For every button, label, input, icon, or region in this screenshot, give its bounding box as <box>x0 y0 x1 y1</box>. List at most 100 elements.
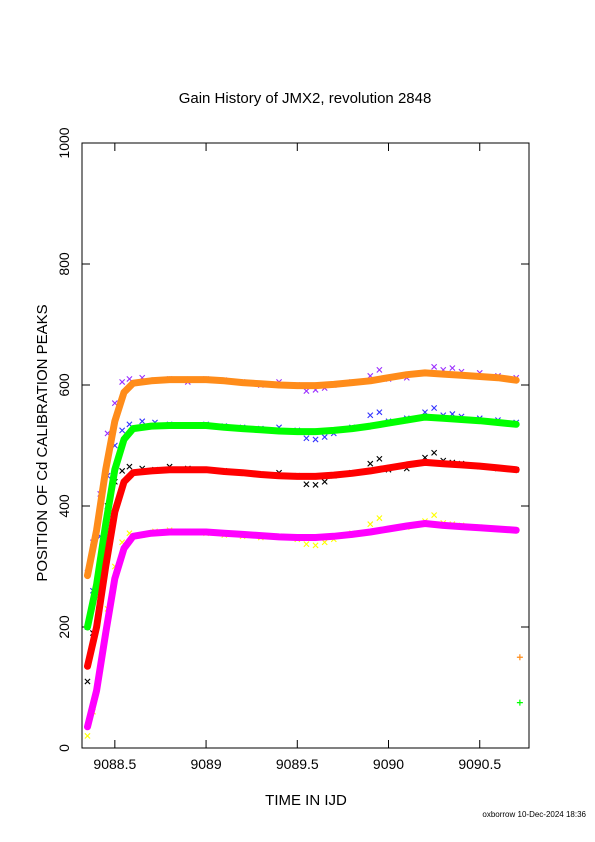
fit-point <box>202 422 210 429</box>
fit-point <box>129 379 137 387</box>
fit-point <box>330 381 337 388</box>
fit-point <box>221 530 228 537</box>
fit-point <box>494 419 502 426</box>
fit-point <box>93 581 100 588</box>
fit-point <box>513 376 520 384</box>
fit-point <box>513 466 520 473</box>
fit-point <box>494 374 502 381</box>
fit-point <box>166 422 173 429</box>
y-tick-label: 1000 <box>56 127 72 158</box>
fit-point <box>257 471 264 478</box>
fit-point <box>513 421 520 428</box>
fit-point <box>111 575 119 582</box>
fit-point <box>348 425 356 432</box>
data-point <box>321 539 328 546</box>
fit-point <box>184 528 192 536</box>
fit-point <box>440 415 447 422</box>
data-point <box>431 512 438 519</box>
fit-point <box>184 466 192 473</box>
fit-point <box>148 467 155 475</box>
data-point <box>376 515 383 522</box>
data-point <box>431 363 438 370</box>
fit-point <box>367 377 374 384</box>
fit-point <box>330 533 337 540</box>
fit-point <box>385 419 392 427</box>
data-point <box>84 732 91 739</box>
fit-point <box>476 462 483 470</box>
fit-point <box>84 723 91 731</box>
data-point <box>303 388 310 395</box>
fit-point <box>166 376 173 383</box>
fit-point <box>148 530 155 537</box>
fit-point <box>120 545 128 552</box>
fit-point <box>84 623 91 631</box>
data-point <box>119 427 126 434</box>
plot-frame <box>81 142 530 749</box>
fit-point <box>494 525 502 533</box>
fit-point <box>102 629 109 637</box>
data-point <box>126 463 133 470</box>
data-point <box>449 365 456 372</box>
fit-point <box>184 376 192 383</box>
fit-point <box>184 422 192 429</box>
fit-point <box>421 459 429 466</box>
fit-point <box>458 416 465 423</box>
data-point <box>119 467 126 474</box>
fit-point <box>330 471 337 479</box>
x-axis-label: TIME IN IJD <box>265 792 347 809</box>
fit-point <box>84 663 91 670</box>
fit-point <box>221 377 228 384</box>
fit-point <box>120 478 128 485</box>
fit-point <box>166 466 173 473</box>
footer-stamp: oxborrow 10-Dec-2024 18:36 <box>482 810 586 819</box>
data-point <box>303 481 310 488</box>
fit-point <box>403 461 410 469</box>
fit-point <box>458 372 465 379</box>
fit-point <box>367 528 374 536</box>
y-tick-label: 0 <box>56 744 72 752</box>
x-tick-label: 9088.5 <box>93 756 136 772</box>
data-point <box>367 521 374 528</box>
fit-point <box>403 371 410 378</box>
fit-point <box>275 472 283 479</box>
fit-point <box>403 522 410 530</box>
fit-point <box>294 382 301 389</box>
fit-point <box>312 534 319 541</box>
fit-point <box>93 527 100 534</box>
fit-point <box>221 424 228 431</box>
fit-point <box>111 508 119 516</box>
x-tick-label: 9090 <box>373 756 404 772</box>
fit-point <box>102 563 109 570</box>
fit-point <box>494 464 502 472</box>
fit-point <box>421 520 429 527</box>
raw-series <box>84 449 520 685</box>
plus-marker <box>516 654 523 661</box>
fit-point <box>440 522 447 529</box>
chart-title: Gain History of JMX2, revolution 2848 <box>179 90 432 107</box>
fit-point <box>239 379 246 386</box>
fit-point <box>312 473 319 480</box>
data-point <box>431 405 438 411</box>
fit-series <box>84 413 520 631</box>
fit-point <box>275 427 283 435</box>
fit-point <box>120 436 128 443</box>
fit-point <box>129 469 137 476</box>
fit-point <box>102 466 109 473</box>
data-point <box>376 366 383 373</box>
fit-point <box>476 417 483 424</box>
data-point <box>303 435 310 442</box>
data-point <box>367 412 374 419</box>
y-tick-label: 200 <box>56 615 72 639</box>
data-point <box>312 436 319 443</box>
data-point <box>367 460 374 467</box>
data-point <box>312 542 319 549</box>
fit-point <box>257 426 264 433</box>
fit-line <box>84 413 520 631</box>
fit-point <box>440 460 447 467</box>
y-tick-label: 400 <box>56 494 72 518</box>
fit-series <box>84 369 520 580</box>
fit-point <box>84 572 91 579</box>
fit-point <box>330 427 337 434</box>
fit-point <box>239 531 246 538</box>
